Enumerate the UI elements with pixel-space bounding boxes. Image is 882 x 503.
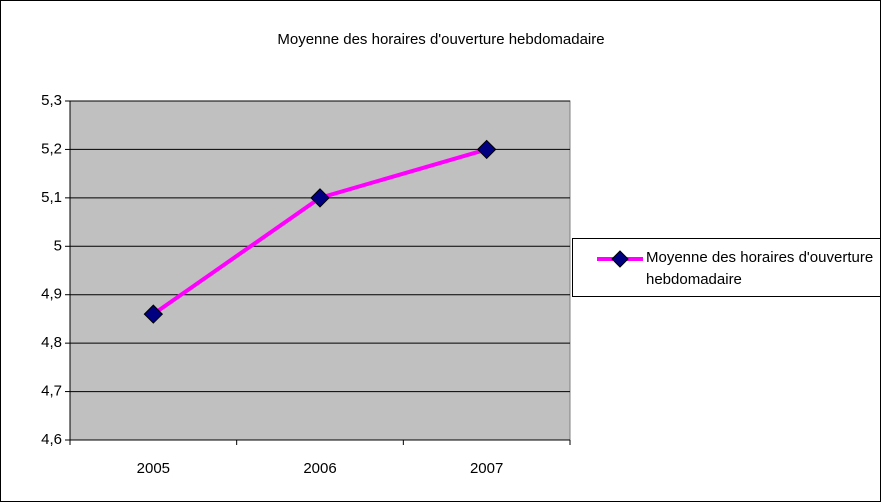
legend-marker bbox=[611, 250, 629, 268]
y-tick-label: 5,2 bbox=[41, 140, 62, 157]
marker bbox=[143, 304, 164, 324]
legend-entry: Moyenne des horaires d'ouverture hebdoma… bbox=[646, 249, 874, 288]
y-tick-label: 4,6 bbox=[41, 431, 62, 448]
y-tick-label: 5,3 bbox=[41, 92, 62, 109]
y-tick-label: 4,9 bbox=[41, 286, 62, 303]
y-tick-label: 5,1 bbox=[41, 189, 62, 206]
y-tick-label: 4,8 bbox=[41, 334, 62, 351]
plot-area bbox=[69, 100, 571, 441]
legend-text: Moyenne des horaires d'ouverture hebdoma… bbox=[646, 249, 874, 288]
x-tick-label: 2005 bbox=[137, 460, 170, 477]
y-tick-label: 4,7 bbox=[41, 383, 62, 400]
legend-box bbox=[572, 238, 881, 297]
y-tick-label: 5 bbox=[54, 237, 62, 254]
x-tick-label: 2006 bbox=[303, 460, 336, 477]
marker bbox=[476, 139, 497, 160]
marker bbox=[310, 188, 330, 208]
x-tick-label: 2007 bbox=[470, 460, 503, 477]
chart-title: Moyenne des horaires d'ouverture hebdoma… bbox=[277, 31, 604, 48]
